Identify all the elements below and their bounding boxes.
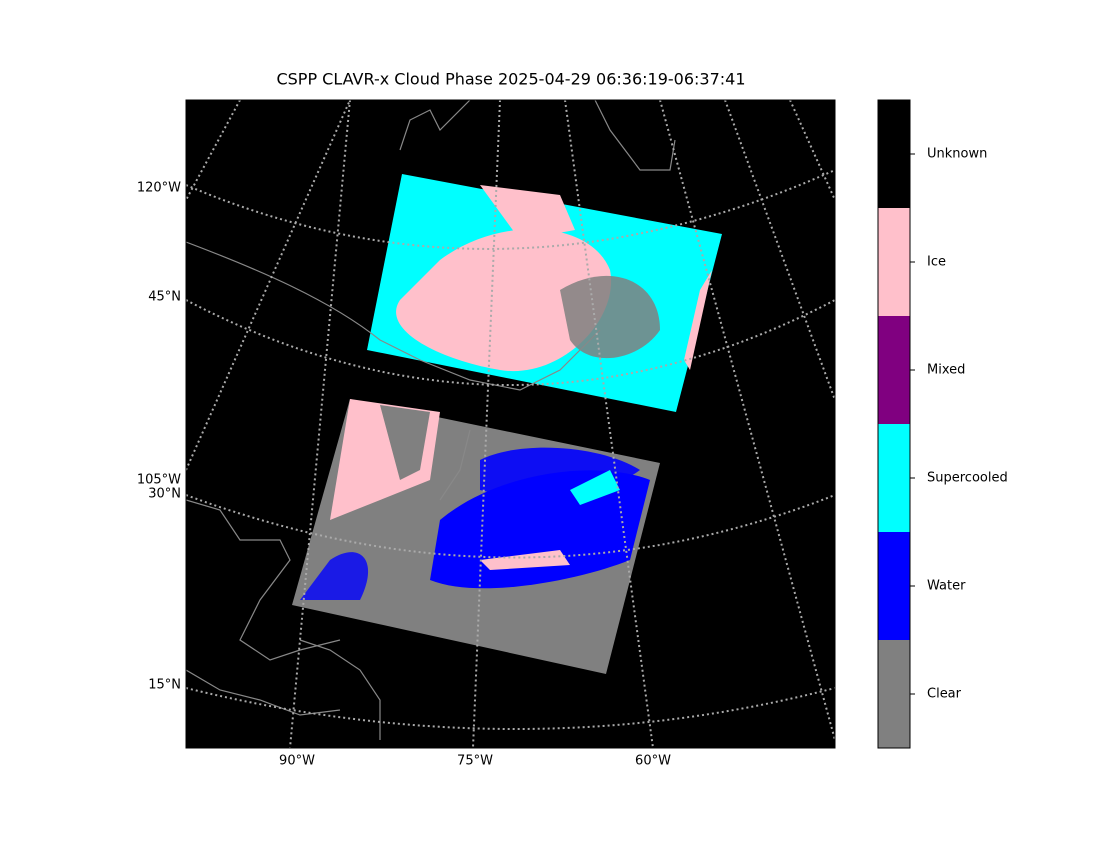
colorbar-segment xyxy=(878,208,910,316)
map-title: CSPP CLAVR-x Cloud Phase 2025-04-29 06:3… xyxy=(276,70,745,89)
colorbar-segment xyxy=(878,532,910,640)
colorbar-label: Clear xyxy=(927,687,962,702)
colorbar-segment xyxy=(878,316,910,424)
colorbar-segment xyxy=(878,100,910,208)
lat-label: 105°W xyxy=(137,473,181,488)
map xyxy=(185,99,836,749)
colorbar-label: Supercooled xyxy=(927,471,1008,486)
coastlines xyxy=(186,100,676,740)
upper-swath xyxy=(367,174,722,412)
lower-swath xyxy=(292,399,660,674)
graticule xyxy=(186,100,835,748)
map-frame xyxy=(185,99,836,749)
colorbar-label: Ice xyxy=(927,255,946,270)
lat-label: 15°N xyxy=(148,678,181,693)
colorbar-label: Unknown xyxy=(927,147,987,162)
lat-label: 30°N xyxy=(148,487,181,502)
lat-label: 120°W xyxy=(137,181,181,196)
colorbar-label: Mixed xyxy=(927,363,965,378)
lon-label: 75°W xyxy=(457,754,493,769)
colorbar-segment xyxy=(878,640,910,748)
colorbar-segment xyxy=(878,424,910,532)
colorbar-frame xyxy=(877,99,911,749)
colorbar: Unknown Ice Mixed Supercooled Water Clear xyxy=(877,99,1008,749)
lon-label: 90°W xyxy=(279,754,315,769)
colorbar-label: Water xyxy=(927,579,966,594)
lon-label: 60°W xyxy=(635,754,671,769)
lat-label: 45°N xyxy=(148,290,181,305)
